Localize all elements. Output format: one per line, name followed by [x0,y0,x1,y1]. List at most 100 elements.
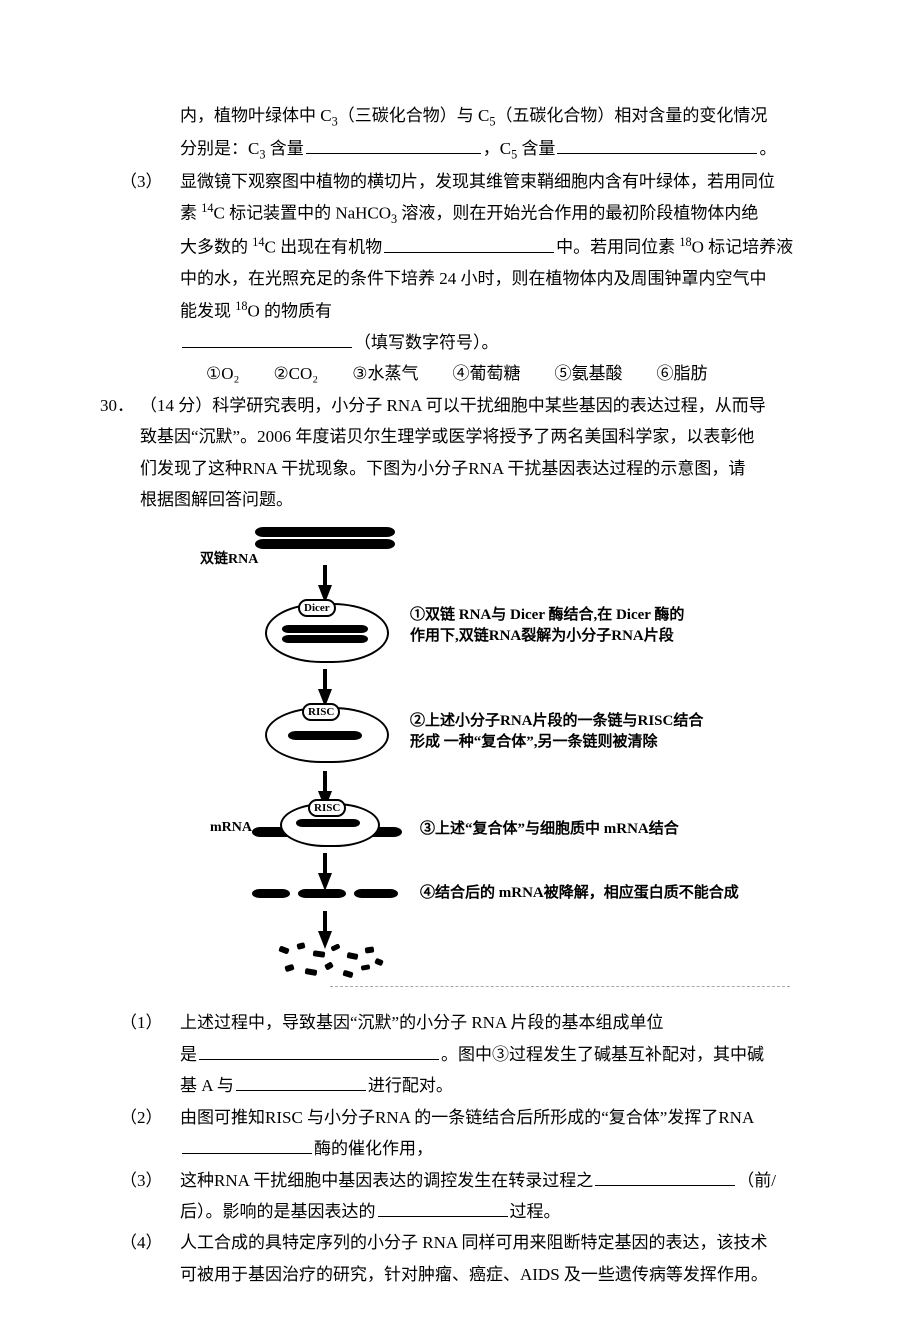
text: 酶的催化作用， [314,1139,433,1158]
q30-s1-l3: 基 A 与 进行配对。 [100,1070,820,1101]
risc-tag-2: RISC [308,799,346,817]
text: O 的物质有 [247,301,332,320]
text: C 出现在有机物 [264,238,382,257]
t: 作用下,双链RNA裂解为小分子RNA片段 [410,628,674,644]
text: （三碳化合物）与 C [338,106,490,125]
text: 中。若用同位素 [556,238,679,257]
text: 基 A 与 [180,1076,234,1095]
q30-s1-l2: 是 。图中③过程发生了碱基互补配对，其中碱 [100,1039,820,1070]
text: C 标记装置中的 NaHCO [213,204,391,223]
q30-s4: （4） 人工合成的具特定序列的小分子 RNA 同样可用来阻断特定基因的表达，该技… [100,1227,820,1258]
text: 后）。影响的是基因表达的 [180,1202,376,1221]
blank[interactable] [595,1167,735,1186]
blank[interactable] [236,1072,366,1091]
dsrna-bot [255,539,395,549]
blank[interactable] [182,1135,312,1154]
dicer-rna-a [282,625,368,633]
blank[interactable] [557,135,757,154]
text: ，C [483,139,511,158]
blank[interactable] [384,234,554,253]
text: 能发现 [180,301,235,320]
q30-s2: （2） 由图可推知RISC 与小分子RNA 的一条链结合后所形成的“复合体”发挥… [100,1102,820,1133]
q30-intro4: 根据图解回答问题。 [100,484,820,515]
q29-cont-line1: 内，植物叶绿体中 C3（三碳化合物）与 C5（五碳化合物）相对含量的变化情况 [100,100,820,133]
text: （14 分）科学研究表明，小分子 RNA 可以干扰细胞中某些基因的表达过程，从而… [140,390,820,421]
text: （填写数字符号）。 [354,333,499,352]
q29-sub3: （3） 显微镜下观察图中植物的横切片，发现其维管束鞘细胞内含有叶绿体，若用同位 [100,166,820,197]
blank[interactable] [182,329,352,348]
text: 含量 [265,139,303,158]
q29-sub3-line3: 大多数的 14C 出现在有机物 中。若用同位素 18O 标记培养液 [100,231,820,263]
text: 上述过程中，导致基因“沉默”的小分子 RNA 片段的基本组成单位 [180,1007,820,1038]
text: 。 [759,139,776,158]
t: 这种RNA 干扰细胞中基因表达的调控发生在转录过程之 [180,1171,593,1190]
subnum: （3） [120,1165,180,1196]
text: 含量 [517,139,555,158]
text: 人工合成的具特定序列的小分子 RNA 同样可用来阻断特定基因的表达，该技术 [180,1227,820,1258]
label-dsrna: 双链RNA [200,551,258,570]
q29-sub3-line2: 素 14C 标记装置中的 NaHCO3 溶液，则在开始光合作用的最初阶段植物体内… [100,197,820,231]
q30: 30． （14 分）科学研究表明，小分子 RNA 可以干扰细胞中某些基因的表达过… [100,390,820,421]
q30-intro3: 们发现了这种RNA 干扰现象。下图为小分子RNA 干扰基因表达过程的示意图，请 [100,453,820,484]
q29-cont-line2: 分别是：C3 含量，C5 含量。 [100,133,820,166]
t: （前/ [737,1171,776,1190]
debris [275,941,395,987]
text: 显微镜下观察图中植物的横切片，发现其维管束鞘细胞内含有叶绿体，若用同位 [180,166,820,197]
text: 溶液，则在开始光合作用的最初阶段植物体内绝 [397,204,758,223]
q30-s3-l2: 后）。影响的是基因表达的 过程。 [100,1196,820,1227]
text: 内，植物叶绿体中 C [180,106,332,125]
sup14: 14 [252,235,264,249]
q29-sub3-line4: 中的水，在光照充足的条件下培养 24 小时，则在植物体内及周围钟罩内空气中 [100,263,820,294]
q29-options: ①O₂ ②CO₂ ③水蒸气 ④葡萄糖 ⑤氨基酸 ⑥脂肪 [100,358,820,389]
dicer-rna-b [282,635,368,643]
blank[interactable] [378,1198,508,1217]
subnum: （3） [120,166,180,197]
frag [298,889,346,898]
risc-tag-1: RISC [302,703,340,721]
text: 。图中③过程发生了碱基互补配对，其中碱 [441,1045,764,1064]
sup18: 18 [679,235,691,249]
subnum: （4） [120,1227,180,1258]
subnum: （2） [120,1102,180,1133]
qnum: 30． [100,390,140,421]
frag [354,889,398,898]
subnum: （1） [120,1007,180,1038]
dicer-tag: Dicer [298,599,336,617]
sup18: 18 [235,299,247,313]
step3: ③上述“复合体”与细胞质中 mRNA结合 [420,819,679,839]
sup14: 14 [201,201,213,215]
text: 这种RNA 干扰细胞中基因表达的调控发生在转录过程之 （前/ [180,1165,820,1196]
blank[interactable] [306,135,481,154]
t: 形成 一种“复合体”,另一条链则被清除 [410,734,658,750]
page: 内，植物叶绿体中 C3（三碳化合物）与 C5（五碳化合物）相对含量的变化情况 分… [0,0,920,1330]
diagram-rule [330,986,790,987]
step1: ①双链 RNA与 Dicer 酶结合,在 Dicer 酶的 作用下,双链RNA裂… [410,605,684,646]
text: 是 [180,1045,197,1064]
q30-s1: （1） 上述过程中，导致基因“沉默”的小分子 RNA 片段的基本组成单位 [100,1007,820,1038]
label-mrna: mRNA [210,819,252,838]
text: 进行配对。 [368,1076,453,1095]
rna-interference-diagram: 双链RNA Dicer ①双链 RNA与 Dicer 酶结合,在 Dicer 酶… [170,521,810,1001]
risc2-rna [296,819,360,827]
text: 大多数的 [180,238,252,257]
text: 过程。 [510,1202,561,1221]
text: O 标记培养液 [692,238,794,257]
q29-sub3-line6: （填写数字符号）。 [100,327,820,358]
t: ①双链 RNA与 Dicer 酶结合,在 Dicer 酶的 [410,607,684,623]
q30-s4-l2: 可被用于基因治疗的研究，针对肿瘤、癌症、AIDS 及一些遗传病等发挥作用。 [100,1259,820,1290]
text: 由图可推知RISC 与小分子RNA 的一条链结合后所形成的“复合体”发挥了RNA [180,1102,820,1133]
blank[interactable] [199,1041,439,1060]
q30-s2-l2: 酶的催化作用， [100,1133,820,1164]
step4: ④结合后的 mRNA被降解，相应蛋白质不能合成 [420,883,739,903]
q29-sub3-line5: 能发现 18O 的物质有 [100,295,820,327]
dsrna-top [255,527,395,537]
step2: ②上述小分子RNA片段的一条链与RISC结合 形成 一种“复合体”,另一条链则被… [410,711,703,752]
risc1-rna [288,731,362,740]
text: 分别是：C [180,139,259,158]
text: 素 [180,204,201,223]
frag [252,889,290,898]
t: ②上述小分子RNA片段的一条链与RISC结合 [410,713,703,729]
q30-intro2: 致基因“沉默”。2006 年度诺贝尔生理学或医学将授予了两名美国科学家，以表彰他 [100,421,820,452]
text: （五碳化合物）相对含量的变化情况 [495,106,767,125]
q30-s3: （3） 这种RNA 干扰细胞中基因表达的调控发生在转录过程之 （前/ [100,1165,820,1196]
